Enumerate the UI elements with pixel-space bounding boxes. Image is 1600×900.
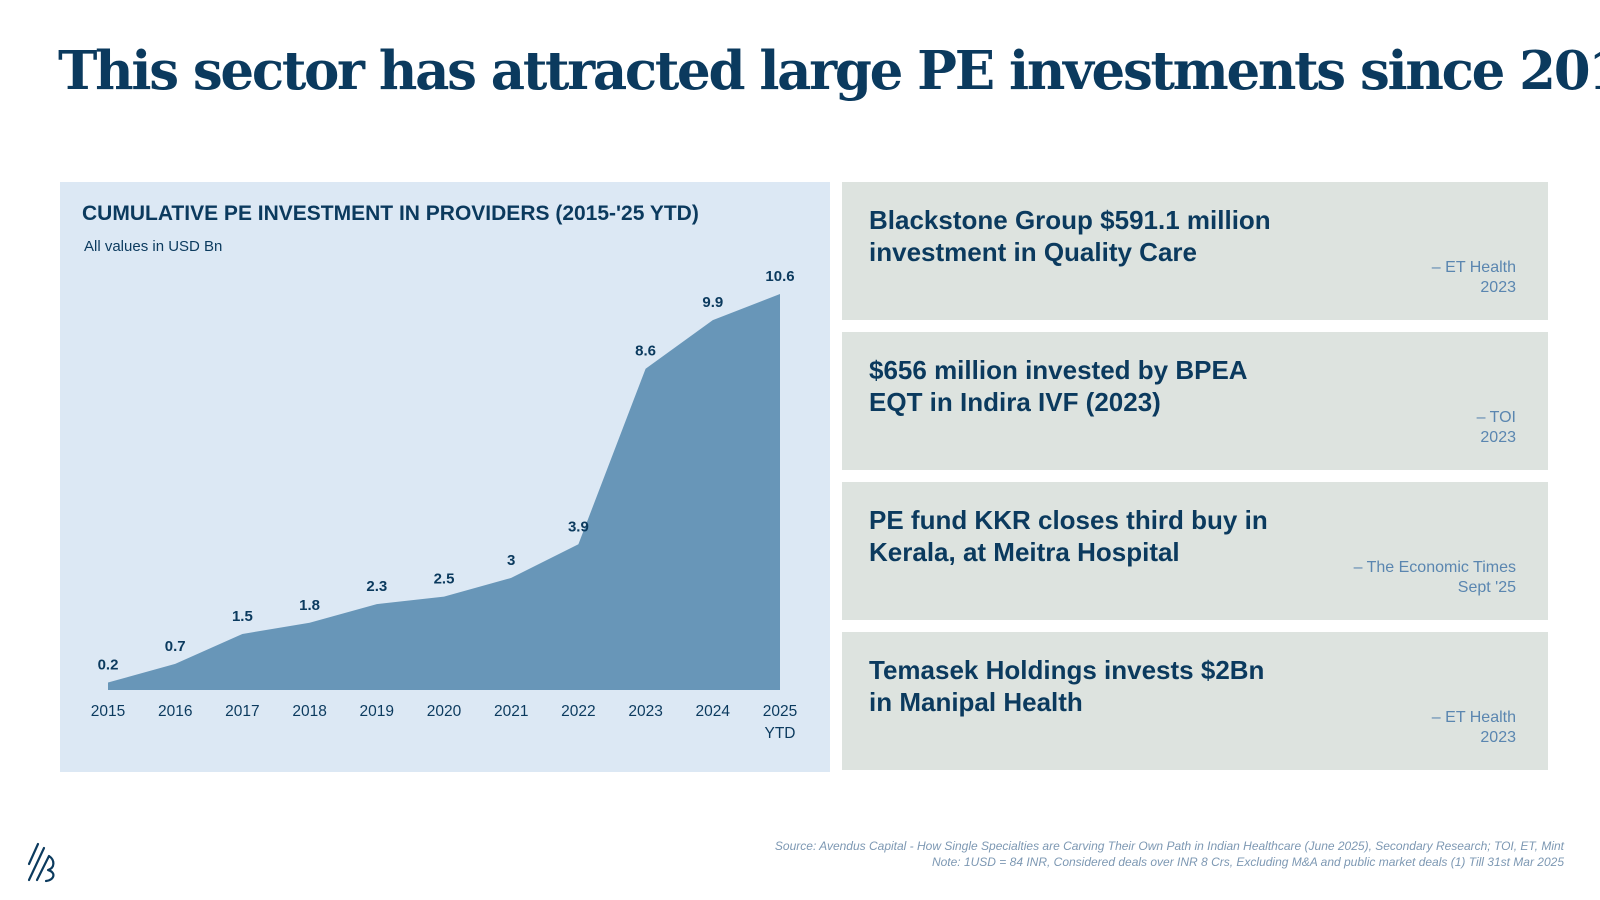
data-label: 0.7 bbox=[165, 638, 186, 655]
x-tick-label: 2017 bbox=[225, 703, 259, 720]
card-headline: Blackstone Group $591.1 million investme… bbox=[869, 205, 1271, 267]
footnote-source: Source: Avendus Capital - How Single Spe… bbox=[774, 839, 1564, 853]
card-source-name: – The Economic Times bbox=[1353, 559, 1516, 576]
news-card: PE fund KKR closes third buy in Kerala, … bbox=[842, 482, 1548, 620]
data-label: 3.9 bbox=[568, 518, 589, 535]
x-tick-label: 2020 bbox=[427, 703, 462, 720]
x-tick-label: 2016 bbox=[158, 703, 192, 720]
x-tick-label: 2024 bbox=[696, 703, 731, 720]
data-label: 1.5 bbox=[232, 608, 253, 625]
chart-panel: CUMULATIVE PE INVESTMENT IN PROVIDERS (2… bbox=[60, 182, 830, 772]
data-label: 8.6 bbox=[635, 343, 656, 360]
chart-subtitle: All values in USD Bn bbox=[84, 238, 223, 255]
news-card: $656 million invested by BPEA EQT in Ind… bbox=[842, 332, 1548, 470]
card-source-date: 2023 bbox=[1480, 429, 1516, 446]
card-source-name: – ET Health bbox=[1431, 259, 1516, 276]
footnote: Source: Avendus Capital - How Single Spe… bbox=[775, 838, 1564, 870]
x-tick-label: 2025 bbox=[763, 703, 797, 720]
x-tick-label: YTD bbox=[765, 725, 796, 742]
card-source-date: 2023 bbox=[1480, 279, 1516, 296]
x-tick-label: 2023 bbox=[628, 703, 662, 720]
card-source-name: – TOI bbox=[1476, 409, 1516, 426]
x-tick-label: 2019 bbox=[360, 703, 394, 720]
data-label: 10.6 bbox=[765, 268, 794, 285]
card-source: – TOI 2023 bbox=[1477, 408, 1516, 448]
card-headline: Temasek Holdings invests $2Bn in Manipal… bbox=[869, 655, 1265, 717]
x-tick-label: 2015 bbox=[91, 703, 125, 720]
news-card: Blackstone Group $591.1 million investme… bbox=[842, 182, 1548, 320]
data-label: 1.8 bbox=[299, 597, 320, 614]
brand-logo-icon bbox=[27, 842, 55, 883]
data-label: 3 bbox=[507, 552, 515, 569]
data-label: 9.9 bbox=[702, 294, 723, 311]
x-tick-label: 2022 bbox=[561, 703, 595, 720]
card-headline: PE fund KKR closes third buy in Kerala, … bbox=[869, 505, 1268, 567]
area-chart: 0.2 0.7 1.5 1.8 2.3 2.5 3 3.9 8.6 9.9 10.6 2015 2016… bbox=[91, 268, 797, 742]
data-label: 2.3 bbox=[366, 578, 387, 595]
card-source-date: 2023 bbox=[1480, 729, 1516, 746]
card-headline: $656 million invested by BPEA EQT in Ind… bbox=[869, 355, 1247, 417]
area-series bbox=[108, 294, 780, 690]
card-source: – The Economic Times Sept '25 bbox=[1354, 558, 1516, 598]
data-label: 0.2 bbox=[98, 657, 119, 674]
x-tick-label: 2021 bbox=[494, 703, 528, 720]
card-source-date: Sept '25 bbox=[1457, 579, 1516, 596]
card-source: – ET Health 2023 bbox=[1432, 258, 1516, 298]
chart-title: CUMULATIVE PE INVESTMENT IN PROVIDERS (2… bbox=[82, 202, 699, 225]
data-label: 2.5 bbox=[434, 571, 455, 588]
x-tick-label: 2018 bbox=[292, 703, 326, 720]
card-source-name: – ET Health bbox=[1431, 709, 1516, 726]
footnote-note: Note: 1USD = 84 INR, Considered deals ov… bbox=[931, 855, 1564, 869]
card-source: – ET Health 2023 bbox=[1432, 708, 1516, 748]
news-card: Temasek Holdings invests $2Bn in Manipal… bbox=[842, 632, 1548, 770]
page-title: This sector has attracted large PE inves… bbox=[58, 40, 1600, 102]
